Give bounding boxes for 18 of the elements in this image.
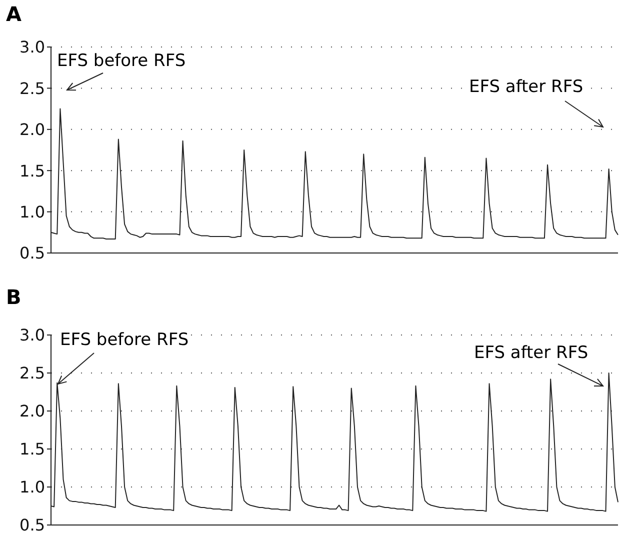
annotation: EFS before RFS	[60, 330, 189, 350]
y-tick-label: 3.0	[20, 326, 45, 345]
chart-title: A	[6, 2, 22, 26]
y-tick-label: 2.0	[20, 120, 45, 140]
chart-title: B	[6, 285, 22, 309]
annotation: EFS before RFS	[57, 51, 186, 71]
annotation: EFS after RFS	[474, 343, 588, 363]
y-tick-label: 0.5	[20, 516, 45, 533]
y-tick-label: 1.5	[20, 440, 45, 459]
annotation: EFS after RFS	[469, 77, 584, 97]
y-tick-label: 2.5	[20, 364, 45, 383]
y-tick-label: 1.5	[20, 161, 45, 180]
y-tick-label: 2.5	[20, 78, 45, 98]
y-tick-label: 1.0	[20, 478, 45, 497]
y-tick-label: 3.0	[20, 38, 45, 57]
y-tick-label: 0.5	[20, 244, 45, 263]
y-tick-label: 1.0	[20, 202, 45, 222]
y-tick-label: 2.0	[20, 402, 45, 421]
